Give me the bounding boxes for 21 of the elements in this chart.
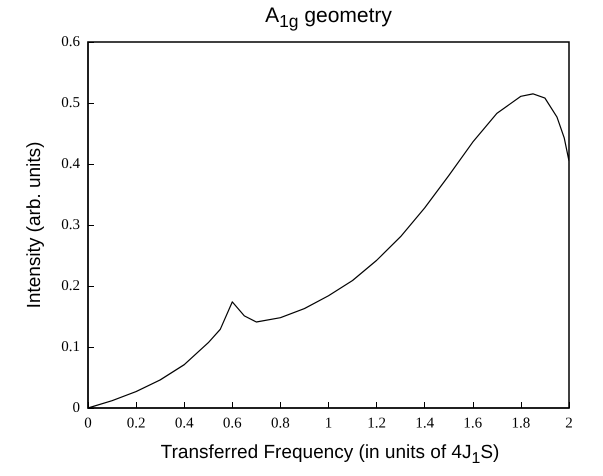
x-tick-label: 0.2: [126, 416, 146, 432]
x-tick-label: 0: [84, 416, 92, 432]
y-axis-title: Intensity (arb. units): [24, 142, 45, 308]
y-tick-label: 0.2: [61, 278, 80, 294]
y-tick-label: 0: [72, 400, 80, 416]
x-tick-label: 0.4: [174, 416, 194, 432]
x-tick-label: 1.2: [367, 416, 386, 432]
y-tick-label: 0.5: [61, 95, 80, 111]
chart-title: A$_{1g}$ geometry: [264, 4, 393, 32]
x-tick-label: 0.6: [222, 416, 242, 432]
x-tick-label: 0.8: [271, 416, 290, 432]
y-tick-label: 0.6: [61, 34, 80, 50]
x-tick-label: 1.8: [512, 416, 530, 432]
y-tick-label: 0.3: [61, 217, 80, 233]
x-tick-label: 2: [565, 416, 573, 432]
y-tick-label: 0.1: [61, 339, 80, 355]
x-tick-label: 1.4: [415, 416, 435, 432]
y-tick-label: 0.4: [61, 156, 80, 172]
x-tick-label: 1.6: [463, 416, 483, 432]
x-tick-label: 1: [324, 416, 332, 432]
x-axis-title: Transferred Frequency (in units of 4J$_{1}$S): [160, 442, 500, 468]
